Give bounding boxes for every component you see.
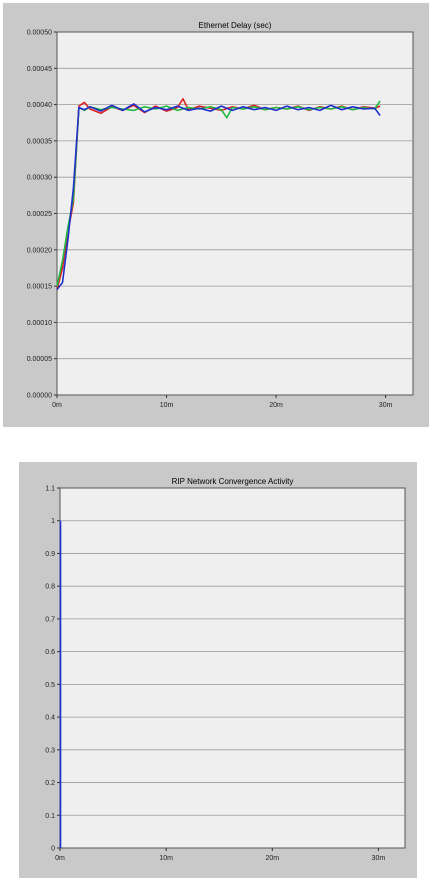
ethernet-delay-y-tick-label: 0.00025 — [27, 211, 52, 218]
ethernet-delay-y-tick-label: 0.00020 — [27, 247, 52, 254]
rip-convergence-y-tick-label: 0.8 — [45, 584, 55, 591]
ethernet-delay-x-tick-label: 20m — [269, 402, 283, 409]
rip-convergence-x-tick-label: 0m — [55, 855, 65, 862]
ethernet-delay-chart: Ethernet Delay (sec) 0.00000 0.00005 0.0001… — [27, 21, 414, 409]
ethernet-delay-series-line-2 — [56, 103, 381, 291]
rip-convergence-y-tick-label: 0.3 — [45, 747, 55, 754]
ethernet-delay-x-tick-label: 10m — [160, 402, 174, 409]
rip-convergence-y-tick-label: 0.9 — [45, 551, 55, 558]
rip-convergence-y-tick-label: 0.1 — [45, 813, 55, 820]
rip-convergence-chart-panel: RIP Network Convergence Activity 0 0.1 0.2 0… — [19, 462, 417, 878]
rip-convergence-chart: RIP Network Convergence Activity 0 0.1 0.2 0… — [45, 477, 406, 862]
ethernet-delay-x-tick-label: 0m — [52, 402, 62, 409]
ethernet-delay-x-tick-label: 30m — [379, 402, 393, 409]
ethernet-delay-y-tick-label: 0.00015 — [27, 284, 52, 291]
rip-convergence-y-tick-label: 0 — [51, 846, 55, 853]
ethernet-delay-y-tick-label: 0.00005 — [27, 356, 52, 363]
rip-convergence-x-tick-label: 20m — [265, 855, 279, 862]
rip-convergence-y-tick-label: 0.7 — [45, 616, 55, 623]
rip-convergence-y-tick-label: 1 — [51, 518, 55, 525]
rip-convergence-x-tick-label: 30m — [372, 855, 386, 862]
rip-convergence-y-tick-label: 0.6 — [45, 649, 55, 656]
rip-convergence-y-tick-label: 0.5 — [45, 682, 55, 689]
ethernet-delay-y-tick-label: 0.00010 — [27, 320, 52, 327]
ethernet-delay-y-tick-label: 0.00035 — [27, 138, 52, 145]
rip-convergence-title: RIP Network Convergence Activity — [172, 477, 294, 486]
rip-convergence-y-tick-label: 1.1 — [45, 486, 55, 493]
ethernet-delay-chart-panel: Ethernet Delay (sec) 0.00000 0.00005 0.0001… — [3, 3, 429, 427]
rip-convergence-y-tick-label: 0.2 — [45, 780, 55, 787]
rip-convergence-plot-area — [59, 487, 406, 849]
ethernet-delay-y-tick-label: 0.00045 — [27, 66, 52, 73]
ethernet-delay-y-tick-label: 0.00000 — [27, 393, 52, 400]
rip-convergence-y-tick-label: 0.4 — [45, 715, 55, 722]
ethernet-delay-y-tick-label: 0.00040 — [27, 102, 52, 109]
rip-convergence-x-tick-label: 10m — [159, 855, 173, 862]
ethernet-delay-y-tick-label: 0.00050 — [27, 30, 52, 37]
ethernet-delay-y-tick-label: 0.00030 — [27, 175, 52, 182]
ethernet-delay-title: Ethernet Delay (sec) — [199, 21, 272, 30]
